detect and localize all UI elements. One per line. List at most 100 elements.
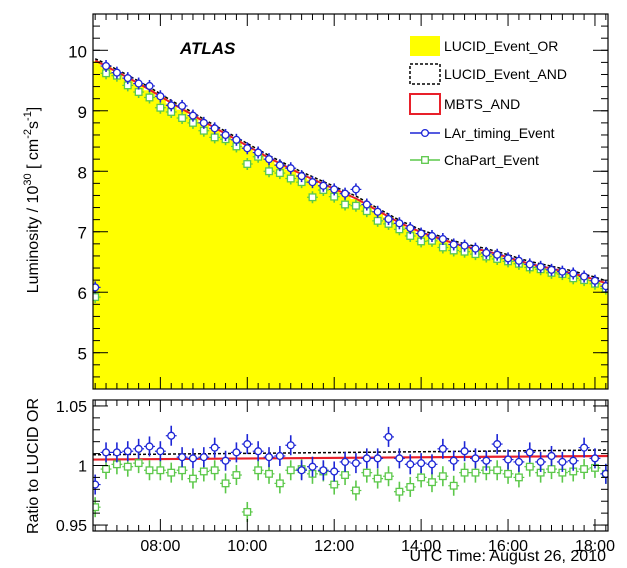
lar-timing-point [176, 99, 188, 112]
ratio-chapart-marker [373, 474, 382, 483]
lar-timing-marker [221, 130, 230, 140]
ratio-lar-timing-marker [558, 457, 567, 466]
ratio-chapart-marker [417, 473, 426, 482]
ratio-lar-timing-point [459, 441, 471, 462]
lar-timing-point [133, 77, 145, 90]
lar-timing-point [285, 162, 297, 175]
lar-timing-marker [254, 148, 263, 157]
ratio-lar-timing-point [393, 448, 405, 469]
ratio-lar-timing-marker [514, 457, 523, 466]
ratio-chapart-marker [93, 503, 100, 512]
ratio-chapart-point [263, 463, 275, 484]
lar-timing-marker [178, 101, 187, 110]
ratio-lar-timing-marker [482, 456, 491, 465]
lar-timing-marker [580, 272, 589, 281]
ratio-lar-timing-point [252, 441, 264, 462]
ratio-lar-timing-marker [167, 431, 176, 440]
ratio-lar-timing-marker [123, 447, 132, 456]
ratio-lar-timing-point [317, 460, 329, 481]
ratio-lar-timing-point [133, 438, 145, 459]
bottom-x-tick-label: 12:00 [314, 538, 354, 555]
legend-swatch-lucid-or [410, 36, 440, 56]
ratio-lar-timing-point [187, 448, 199, 469]
top-y-tick-label: 10 [68, 42, 87, 61]
lar-timing-marker [406, 224, 415, 233]
legend-swatch-mbts [409, 93, 441, 115]
top-y-tick-label: 7 [78, 224, 87, 243]
ratio-lar-timing-marker [395, 454, 404, 463]
ratio-lar-timing-marker [351, 459, 360, 468]
bottom-x-tick-label: 08:00 [140, 538, 180, 555]
ratio-lucid-and-line [93, 449, 608, 456]
lar-timing-marker [449, 240, 458, 249]
ratio-lar-timing-marker [384, 432, 393, 441]
lar-timing-marker [156, 92, 165, 101]
ratio-chapart-marker [243, 507, 252, 516]
lar-timing-point [383, 213, 394, 226]
lar-timing-marker [493, 250, 502, 259]
ratio-lar-timing-point [93, 474, 101, 495]
lar-timing-point [187, 109, 199, 122]
lar-timing-point [480, 246, 492, 259]
ratio-chapart-marker [471, 468, 480, 477]
chapart-marker [286, 174, 295, 183]
ratio-chapart-point [165, 462, 177, 483]
ratio-chapart-marker [362, 468, 371, 477]
ratio-lar-timing-marker [101, 448, 111, 457]
lar-timing-point [448, 238, 460, 251]
ratio-lar-timing-point [230, 442, 242, 463]
ratio-lar-timing-marker [471, 454, 480, 463]
ratio-chapart-marker [406, 482, 415, 491]
legend-swatch-lar-marker [420, 128, 430, 138]
lar-timing-point [524, 258, 536, 271]
lar-timing-point [154, 90, 166, 103]
ratio-lar-timing-marker [406, 460, 415, 469]
lar-timing-point [415, 227, 427, 240]
ratio-lar-timing-marker [590, 454, 600, 463]
ratio-chapart-marker [145, 466, 154, 475]
lar-timing-point [339, 187, 351, 200]
lar-timing-marker [330, 185, 339, 194]
ratio-chapart-marker [134, 459, 143, 468]
lar-timing-marker [362, 200, 371, 209]
ratio-lar-timing-point [448, 450, 460, 471]
lar-timing-point [296, 170, 308, 183]
lar-timing-point [502, 252, 514, 265]
ratio-chapart-point [187, 468, 199, 489]
lar-timing-point [578, 270, 590, 283]
ratio-lar-timing-point [176, 447, 188, 468]
ratio-lar-timing-point [165, 425, 177, 446]
ratio-chapart-marker [275, 479, 284, 488]
ratio-lar-timing-point [415, 453, 427, 474]
ratio-lar-timing-marker [525, 448, 534, 457]
ratio-chapart-marker [580, 465, 589, 474]
ratio-lar-timing-marker [297, 466, 306, 475]
lar-timing-point [209, 122, 221, 135]
bottom-y-tick-label: 0.95 [56, 518, 87, 535]
ratio-lar-timing-point [100, 442, 112, 463]
ratio-chapart-marker [102, 465, 110, 474]
ratio-chapart-point [383, 466, 394, 487]
ratio-lar-timing-point [426, 454, 438, 475]
lar-timing-marker [514, 256, 523, 265]
chapart-marker [210, 133, 219, 142]
ratio-lar-timing-marker [438, 444, 447, 453]
ratio-lar-timing-point [111, 442, 123, 463]
lar-timing-marker [503, 254, 513, 263]
ratio-lar-timing-point [524, 442, 536, 463]
bottom-y-axis-label: Ratio to LUCID OR [25, 398, 42, 534]
top-frame [92, 13, 609, 390]
chapart-point [144, 91, 155, 104]
ratio-lar-timing-marker [493, 440, 502, 449]
ratio-chapart-point [437, 466, 449, 487]
ratio-lar-timing-point [350, 453, 362, 474]
ratio-chapart-marker [330, 480, 339, 489]
lar-timing-marker [384, 214, 393, 224]
legend-swatch-lucid-and [409, 63, 441, 85]
lar-timing-marker [569, 269, 578, 278]
chapart-point [176, 112, 188, 125]
lar-timing-point [165, 99, 177, 112]
lar-timing-marker [112, 68, 121, 77]
lar-timing-point [513, 254, 525, 267]
